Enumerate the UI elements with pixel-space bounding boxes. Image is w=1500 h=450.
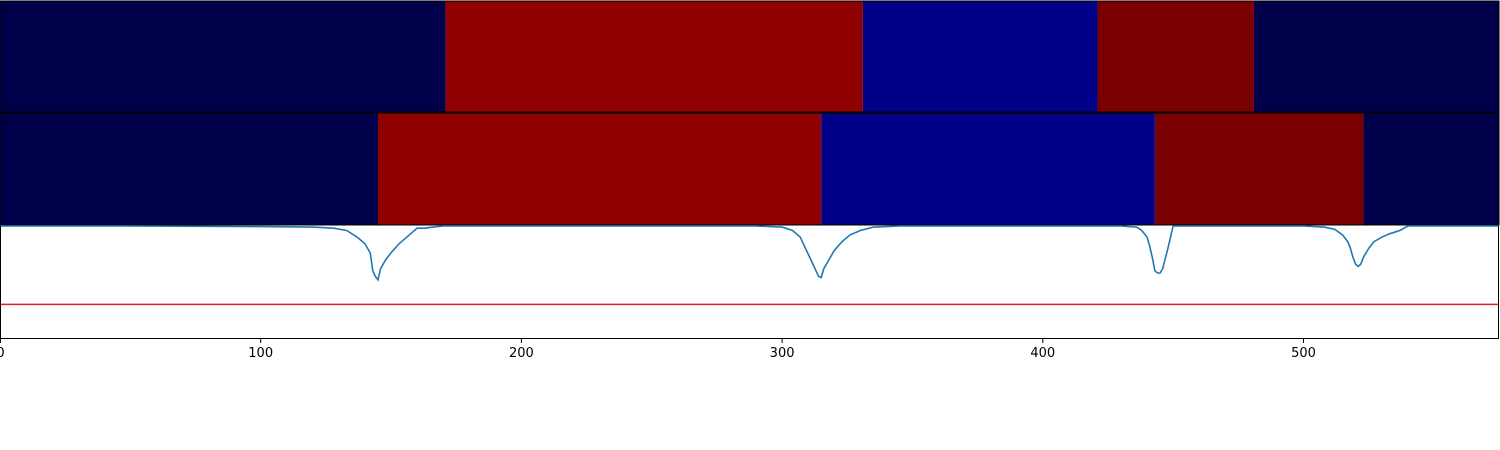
x-tick-label-400: 400 <box>1030 346 1055 361</box>
band-frame-1 <box>0 0 1500 113</box>
band-segment-2-2 <box>821 113 1155 225</box>
band-segment-2-4 <box>1363 113 1499 225</box>
x-axis: 0 100 200 300 400 500 <box>0 339 1316 361</box>
band-segment-1-4 <box>1253 1 1499 112</box>
x-tick-label-100: 100 <box>248 346 273 361</box>
x-tick-label-300: 300 <box>770 346 795 361</box>
signal-line-0 <box>0 225 1499 282</box>
band-frame-2 <box>0 112 1500 226</box>
x-tick-label-200: 200 <box>509 346 534 361</box>
band-segment-2-1 <box>378 113 822 225</box>
band-segment-2-0 <box>0 113 379 225</box>
band-segment-1-2 <box>862 1 1098 112</box>
signal-panel <box>0 225 1499 339</box>
middle-band-heatmap <box>0 112 1500 226</box>
x-tick-label-500: 500 <box>1291 346 1316 361</box>
band-segment-1-0 <box>0 1 446 112</box>
top-band-heatmap <box>0 0 1500 113</box>
band-segment-2-3 <box>1154 113 1364 225</box>
band-segment-1-1 <box>445 1 863 112</box>
x-tick-label-0: 0 <box>0 346 5 361</box>
band-segment-1-3 <box>1097 1 1254 112</box>
